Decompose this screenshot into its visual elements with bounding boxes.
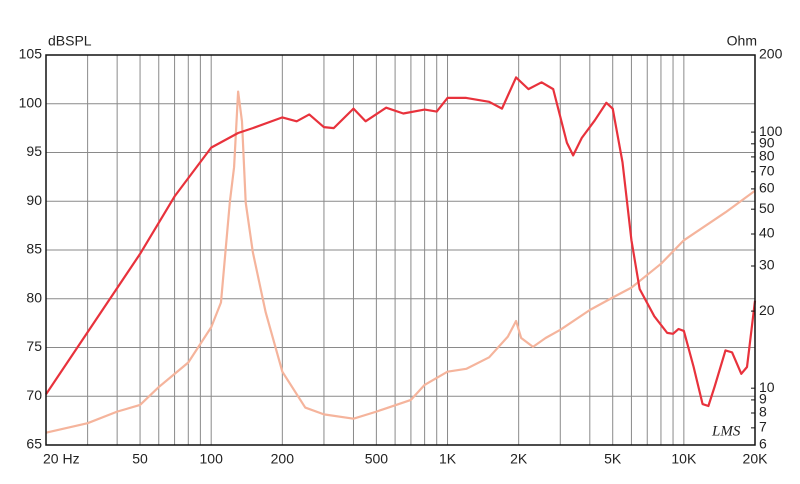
- y-tick-label: 75: [26, 338, 42, 354]
- y2-tick-label: 50: [759, 200, 775, 216]
- x-tick-label: 100: [200, 451, 224, 467]
- y2-tick-label: 100: [759, 123, 783, 139]
- plot-frame: [45, 54, 756, 446]
- y-tick-label: 70: [26, 387, 42, 403]
- y-tick-label: 85: [26, 241, 42, 257]
- x-tick-label: 50: [132, 451, 148, 467]
- x-tick-label: 500: [365, 451, 389, 467]
- y2-tick-label: 90: [759, 135, 775, 151]
- y2-tick-label: 6: [759, 436, 767, 452]
- y2-tick-label: 200: [759, 46, 783, 62]
- x-tick-label: 20K: [743, 451, 769, 467]
- curves: [45, 76, 757, 434]
- x-tick-label: 2K: [510, 451, 528, 467]
- x-tick-label: 10K: [671, 451, 697, 467]
- y-tick-label: 105: [19, 46, 43, 62]
- y2-tick-label: 40: [759, 225, 775, 241]
- x-tick-label: 5K: [604, 451, 622, 467]
- y-tick-label: 90: [26, 192, 42, 208]
- annotation: LMS: [711, 423, 741, 439]
- x-tick-label: 1K: [439, 451, 457, 467]
- y-tick-label: 100: [19, 94, 43, 110]
- y-tick-label: 65: [26, 436, 42, 452]
- y2-tick-label: 20: [759, 302, 775, 318]
- y2-axis-label: Ohm: [727, 33, 757, 49]
- y2-tick-label: 7: [759, 419, 767, 435]
- x-tick-label: 200: [271, 451, 295, 467]
- y2-tick-label: 9: [759, 391, 767, 407]
- y2-tick-label: 10: [759, 379, 775, 395]
- series-line: [45, 90, 756, 434]
- y2-tick-label: 60: [759, 180, 775, 196]
- y2-tick-label: 70: [759, 162, 775, 178]
- y2-tick-label: 30: [759, 257, 775, 273]
- y-axis-label: dBSPL: [48, 33, 92, 49]
- x-tick-label: 20 Hz: [43, 451, 80, 467]
- y-tick-label: 80: [26, 289, 42, 305]
- grid: [45, 54, 756, 446]
- y-tick-label: 95: [26, 143, 42, 159]
- y2-tick-label: 80: [759, 148, 775, 164]
- series-line: [45, 76, 757, 408]
- y2-tick-label: 8: [759, 404, 767, 420]
